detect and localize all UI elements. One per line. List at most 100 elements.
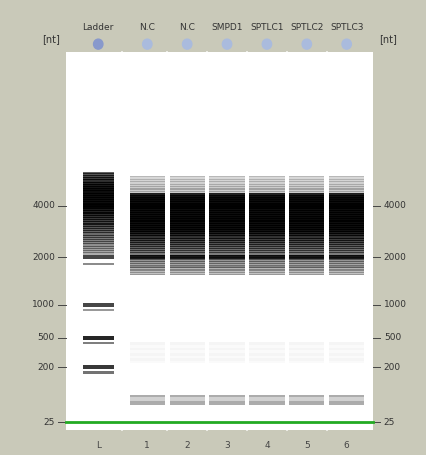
FancyBboxPatch shape [249, 214, 285, 215]
FancyBboxPatch shape [329, 234, 364, 235]
FancyBboxPatch shape [130, 212, 165, 213]
FancyBboxPatch shape [170, 232, 205, 233]
FancyBboxPatch shape [289, 264, 325, 265]
FancyBboxPatch shape [249, 240, 285, 241]
FancyBboxPatch shape [210, 255, 245, 259]
FancyBboxPatch shape [83, 252, 114, 253]
FancyBboxPatch shape [289, 245, 325, 246]
FancyBboxPatch shape [249, 198, 285, 199]
FancyBboxPatch shape [249, 246, 285, 248]
FancyBboxPatch shape [289, 257, 325, 258]
FancyBboxPatch shape [329, 238, 364, 239]
FancyBboxPatch shape [289, 266, 325, 268]
FancyBboxPatch shape [130, 244, 165, 245]
FancyBboxPatch shape [289, 221, 325, 222]
Circle shape [182, 39, 192, 49]
FancyBboxPatch shape [83, 230, 114, 231]
FancyBboxPatch shape [83, 172, 114, 173]
FancyBboxPatch shape [289, 202, 325, 208]
FancyBboxPatch shape [329, 214, 364, 215]
FancyBboxPatch shape [210, 241, 245, 242]
FancyBboxPatch shape [329, 218, 364, 219]
FancyBboxPatch shape [83, 303, 114, 307]
FancyBboxPatch shape [210, 246, 245, 248]
FancyBboxPatch shape [170, 236, 205, 237]
FancyBboxPatch shape [83, 253, 114, 254]
FancyBboxPatch shape [210, 223, 245, 224]
FancyBboxPatch shape [130, 242, 165, 243]
FancyBboxPatch shape [329, 270, 364, 271]
Text: 2: 2 [184, 441, 190, 450]
FancyBboxPatch shape [210, 271, 245, 272]
FancyBboxPatch shape [83, 174, 114, 175]
FancyBboxPatch shape [289, 199, 325, 200]
FancyBboxPatch shape [83, 254, 114, 255]
FancyBboxPatch shape [130, 206, 165, 207]
FancyBboxPatch shape [249, 253, 285, 254]
Circle shape [302, 39, 311, 49]
FancyBboxPatch shape [289, 236, 325, 237]
FancyBboxPatch shape [210, 201, 245, 202]
Text: 1000: 1000 [32, 300, 55, 309]
FancyBboxPatch shape [170, 244, 205, 245]
FancyBboxPatch shape [210, 233, 245, 234]
FancyBboxPatch shape [329, 227, 364, 228]
FancyBboxPatch shape [249, 210, 285, 211]
FancyBboxPatch shape [210, 209, 245, 210]
FancyBboxPatch shape [83, 247, 114, 248]
FancyBboxPatch shape [83, 241, 114, 242]
FancyBboxPatch shape [210, 232, 245, 233]
FancyBboxPatch shape [289, 258, 325, 259]
FancyBboxPatch shape [249, 236, 285, 237]
Text: N.C: N.C [139, 23, 155, 32]
FancyBboxPatch shape [130, 266, 165, 268]
FancyBboxPatch shape [289, 229, 325, 230]
FancyBboxPatch shape [83, 199, 114, 200]
FancyBboxPatch shape [83, 206, 114, 207]
FancyBboxPatch shape [329, 198, 364, 199]
FancyBboxPatch shape [170, 248, 205, 249]
FancyBboxPatch shape [210, 225, 245, 226]
FancyBboxPatch shape [329, 207, 364, 208]
FancyBboxPatch shape [289, 217, 325, 220]
FancyBboxPatch shape [170, 200, 205, 201]
FancyBboxPatch shape [289, 218, 325, 219]
FancyBboxPatch shape [249, 227, 285, 228]
FancyBboxPatch shape [170, 194, 205, 195]
FancyBboxPatch shape [130, 256, 165, 257]
FancyBboxPatch shape [289, 274, 325, 275]
FancyBboxPatch shape [210, 265, 245, 266]
FancyBboxPatch shape [170, 203, 205, 204]
FancyBboxPatch shape [210, 250, 245, 251]
FancyBboxPatch shape [83, 220, 114, 221]
FancyBboxPatch shape [130, 242, 165, 243]
FancyBboxPatch shape [329, 250, 364, 251]
FancyBboxPatch shape [249, 272, 285, 273]
FancyBboxPatch shape [83, 209, 114, 210]
FancyBboxPatch shape [83, 365, 114, 369]
FancyBboxPatch shape [329, 243, 364, 245]
FancyBboxPatch shape [210, 261, 245, 262]
FancyBboxPatch shape [210, 244, 245, 245]
FancyBboxPatch shape [210, 216, 245, 217]
Text: N.C: N.C [179, 23, 195, 32]
FancyBboxPatch shape [130, 255, 165, 256]
FancyBboxPatch shape [329, 242, 364, 243]
FancyBboxPatch shape [329, 253, 364, 254]
FancyBboxPatch shape [289, 243, 325, 244]
FancyBboxPatch shape [249, 244, 285, 245]
FancyBboxPatch shape [249, 220, 285, 221]
Circle shape [222, 39, 232, 49]
FancyBboxPatch shape [130, 202, 165, 208]
FancyBboxPatch shape [289, 212, 325, 213]
Text: 6: 6 [344, 441, 350, 450]
FancyBboxPatch shape [289, 248, 325, 249]
FancyBboxPatch shape [249, 241, 285, 242]
FancyBboxPatch shape [130, 271, 165, 272]
FancyBboxPatch shape [249, 221, 285, 222]
FancyBboxPatch shape [210, 203, 245, 204]
FancyBboxPatch shape [289, 199, 325, 200]
FancyBboxPatch shape [170, 212, 205, 213]
FancyBboxPatch shape [210, 258, 245, 259]
FancyBboxPatch shape [289, 254, 325, 256]
